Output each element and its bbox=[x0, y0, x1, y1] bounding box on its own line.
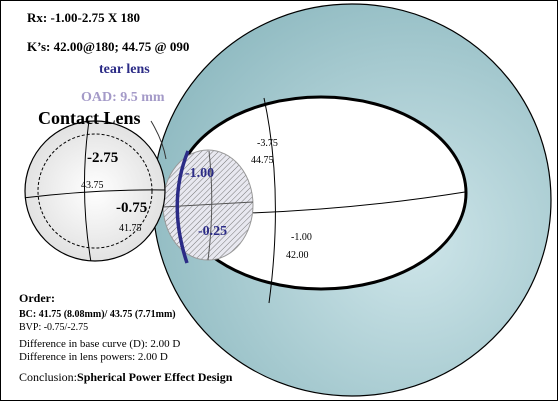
order-bvp: BVP: -0.75/-2.75 bbox=[19, 322, 88, 333]
cl-horizontal-power: -0.75 bbox=[116, 200, 147, 216]
lens-power-difference: Difference in lens powers: 2.00 D bbox=[19, 351, 168, 363]
contact-lens-optic-zone bbox=[37, 133, 153, 249]
conclusion-label: Conclusion: bbox=[19, 370, 77, 384]
contact-lens-label: Contact Lens bbox=[38, 108, 141, 128]
base-curve-difference: Difference in base curve (D): 2.00 D bbox=[19, 338, 180, 350]
tl-horizontal-power: -0.25 bbox=[198, 224, 227, 239]
tear-lens-vertical bbox=[207, 150, 213, 260]
conclusion-value: Spherical Power Effect Design bbox=[77, 370, 233, 384]
cornea-vertical-meridian bbox=[263, 97, 276, 304]
cornea-vertical-power: -3.75 bbox=[257, 138, 278, 149]
contact-lens-horizontal-meridian bbox=[25, 189, 165, 199]
cornea-vertical-curve: 44.75 bbox=[251, 155, 274, 166]
oad-label: OAD: 9.5 mm bbox=[81, 90, 165, 105]
cl-vertical-curve: 43.75 bbox=[81, 180, 104, 191]
order-bc: BC: 41.75 (8.08mm)/ 43.75 (7.71mm) bbox=[19, 309, 176, 320]
tear-lens-bracket bbox=[175, 150, 190, 264]
cornea-horizontal-power: -1.00 bbox=[291, 232, 312, 243]
order-title: Order: bbox=[19, 291, 55, 305]
contact-lens-vertical-meridian bbox=[83, 121, 92, 261]
tl-vertical-power: -1.00 bbox=[185, 166, 214, 181]
ks-text: K’s: 42.00@180; 44.75 @ 090 bbox=[27, 39, 189, 54]
cl-vertical-power: -2.75 bbox=[87, 150, 118, 166]
conclusion-text: Conclusion:Spherical Power Effect Design bbox=[19, 370, 233, 384]
tear-lens-label: tear lens bbox=[99, 62, 150, 77]
cornea-horizontal-curve: 42.00 bbox=[286, 250, 309, 261]
cl-horizontal-curve: 41.75 bbox=[119, 223, 142, 234]
tear-lens-pointer bbox=[150, 120, 167, 160]
rx-text: Rx: -1.00-2.75 X 180 bbox=[27, 10, 140, 25]
